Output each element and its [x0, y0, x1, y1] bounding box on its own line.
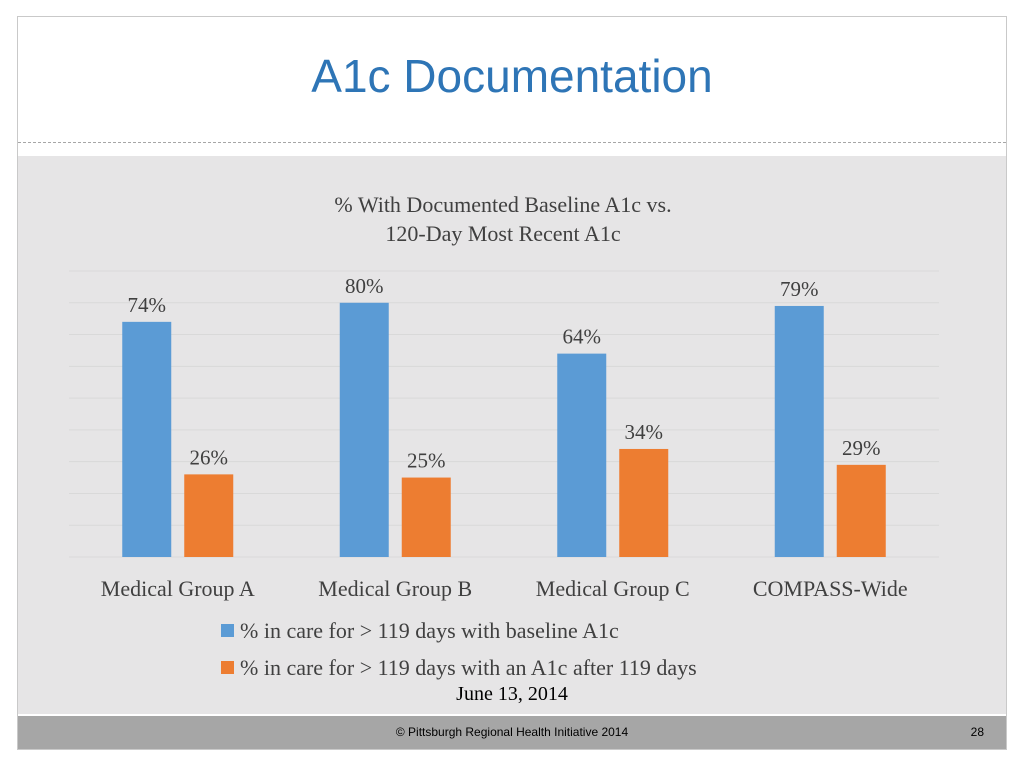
slide-title: A1c Documentation [311, 50, 713, 102]
category-label-2: Medical Group B [318, 576, 472, 601]
bar-after-119-1 [184, 474, 234, 557]
legend: % in care for > 119 days with baseline A… [221, 618, 697, 680]
category-labels: Medical Group A Medical Group B Medical Gr… [101, 576, 908, 601]
legend-swatch-baseline [221, 624, 234, 637]
bar-after-119-2 [401, 477, 451, 557]
data-label-baseline-3: 64% [563, 325, 602, 349]
bar-baseline-1 [122, 321, 172, 557]
bar-after-119-4 [836, 464, 886, 557]
legend-swatch-after-119 [221, 661, 234, 674]
chart-title-line-2: 120-Day Most Recent A1c [385, 221, 620, 246]
bar-chart: % With Documented Baseline A1c vs. 120-D… [69, 192, 939, 680]
slide-page-number: 28 [970, 725, 984, 739]
data-label-baseline-2: 80% [345, 274, 384, 298]
data-label-after-119-4: 29% [842, 436, 881, 460]
slide-date: June 13, 2014 [456, 683, 568, 705]
legend-label-baseline: % in care for > 119 days with baseline A… [240, 618, 619, 643]
category-label-3: Medical Group C [536, 576, 690, 601]
data-label-baseline-4: 79% [780, 277, 819, 301]
bar-baseline-3 [557, 353, 607, 557]
chart-panel: % With Documented Baseline A1c vs. 120-D… [18, 156, 1006, 714]
slide-footer: © Pittsburgh Regional Health Initiative … [18, 716, 1006, 749]
legend-label-after-119: % in care for > 119 days with an A1c aft… [240, 655, 697, 680]
bar-baseline-4 [774, 305, 824, 557]
category-label-1: Medical Group A [101, 576, 255, 601]
data-label-baseline-1: 74% [128, 293, 167, 317]
footer-copyright: © Pittsburgh Regional Health Initiative … [395, 725, 629, 739]
data-label-after-119-2: 25% [407, 449, 446, 473]
data-label-after-119-3: 34% [625, 420, 664, 444]
bar-baseline-2 [339, 302, 389, 557]
data-label-after-119-1: 26% [190, 445, 229, 469]
data-labels: 74% 26% 80% 25% 64% 34% 79% 29% [128, 274, 881, 473]
category-label-4: COMPASS-Wide [753, 576, 908, 601]
title-divider [18, 142, 1006, 143]
chart-title-line-1: % With Documented Baseline A1c vs. [334, 192, 671, 217]
bar-after-119-3 [619, 448, 669, 557]
bars [122, 302, 886, 557]
